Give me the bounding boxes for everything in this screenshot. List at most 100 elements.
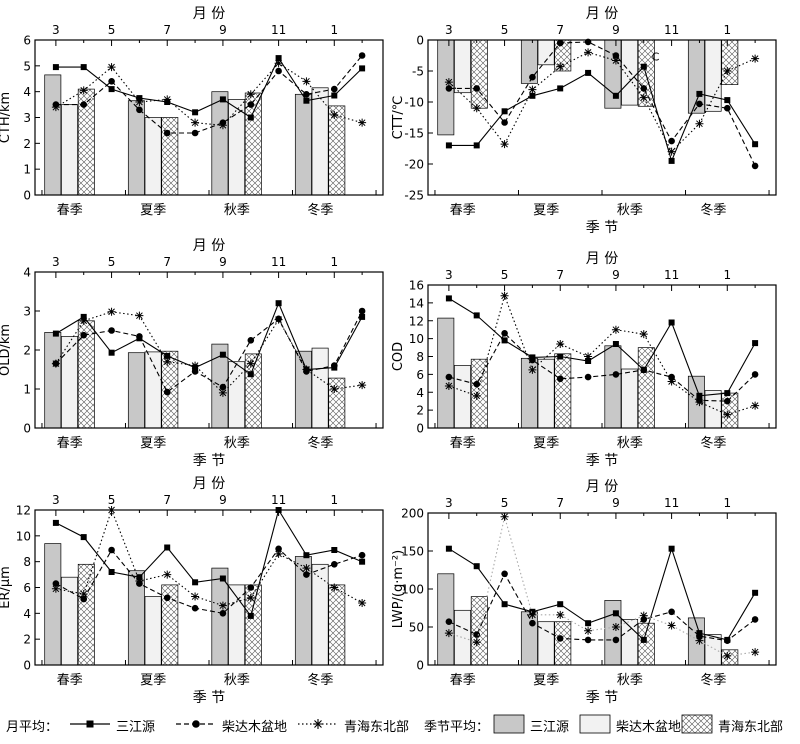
month-tick-label: 9: [612, 23, 620, 37]
point-sanjiangyuan: [752, 589, 759, 596]
y-axis-label: COD: [391, 342, 406, 371]
y-tick-label: -10: [404, 96, 424, 110]
bar-sanjiangyuan-夏季: [127, 100, 145, 196]
month-tick-label: 3: [52, 23, 60, 37]
legend: 月平均： 三江源 柴达木盆地 青海东北部 季节平均： 三江源 柴达木盆地 青海东…: [4, 712, 800, 738]
month-tick-label: 1: [723, 268, 731, 282]
y-tick-label: 12: [16, 504, 31, 518]
point-qaidam: [751, 371, 759, 378]
top-axis-label: 月 份: [586, 6, 618, 22]
point-qaidam: [80, 101, 87, 108]
point-qaidam: [331, 362, 338, 369]
legend-bar-label-sanjiangyuan: 三江源: [530, 720, 570, 735]
month-tick-label: 1: [723, 23, 731, 37]
y-tick-label: 6: [23, 34, 31, 48]
point-qaidam: [80, 595, 87, 603]
point-qaidam: [275, 67, 282, 75]
point-sanjiangyuan: [612, 92, 619, 99]
point-qinghai-ne: [584, 626, 593, 635]
point-qinghai-ne: [358, 118, 367, 127]
month-tick-label: 5: [108, 255, 116, 269]
bar-sanjiangyuan-夏季: [127, 352, 145, 429]
point-sanjiangyuan: [80, 534, 87, 541]
legend-monthly-label: 月平均：: [6, 720, 59, 735]
line-qinghai_ne: [448, 51, 756, 153]
point-sanjiangyuan: [585, 69, 592, 76]
point-sanjiangyuan: [219, 575, 226, 582]
point-qaidam: [247, 101, 255, 108]
point-qaidam: [529, 356, 536, 364]
line-qaidam: [448, 572, 756, 642]
bottom-axis-label: 季 节: [586, 220, 618, 236]
point-qaidam: [191, 368, 199, 375]
point-sanjiangyuan: [640, 63, 647, 70]
month-tick-label: 5: [501, 496, 509, 510]
point-qaidam: [751, 616, 759, 623]
bar-sanjiangyuan-夏季: [520, 357, 538, 429]
top-axis-label: 月 份: [586, 251, 618, 267]
y-tick-label: 4: [23, 85, 31, 99]
point-qinghai-ne: [444, 78, 453, 87]
point-qinghai-ne: [472, 391, 481, 400]
y-tick-label: -20: [404, 158, 424, 172]
point-qaidam: [529, 73, 536, 81]
bar-qinghai_ne-秋季: [637, 347, 655, 429]
point-sanjiangyuan: [275, 55, 282, 62]
season-label: 夏季: [140, 203, 166, 218]
bar-qaidam-春季: [454, 609, 471, 666]
season-label: 冬季: [307, 202, 333, 218]
point-qaidam: [473, 380, 481, 388]
line-qinghai_ne: [55, 508, 363, 607]
bar-sanjiangyuan-秋季: [604, 345, 622, 429]
bar-qaidam-秋季: [621, 39, 639, 106]
month-tick-label: 5: [501, 268, 509, 282]
point-sanjiangyuan: [501, 108, 508, 115]
legend-line-qinghai-ne: [298, 719, 338, 729]
legend-bar-qaidam: [579, 714, 611, 734]
point-qaidam: [331, 85, 338, 93]
point-qaidam: [696, 100, 703, 108]
legend-series-qaidam: 柴达木盆地: [222, 720, 288, 735]
point-qinghai-ne: [751, 648, 760, 657]
point-qinghai-ne: [246, 90, 255, 99]
point-sanjiangyuan: [529, 92, 536, 99]
y-tick-label: 12: [409, 314, 424, 328]
point-qinghai-ne: [500, 291, 509, 300]
point-sanjiangyuan: [501, 601, 508, 608]
point-qinghai-ne: [358, 599, 367, 607]
point-qinghai-ne: [556, 62, 565, 71]
bar-sanjiangyuan-春季: [437, 573, 455, 666]
point-qinghai-ne: [723, 651, 732, 660]
month-tick-label: 11: [271, 23, 286, 37]
y-tick-label: 150: [401, 545, 424, 559]
point-qinghai-ne: [163, 570, 172, 579]
season-label: 秋季: [617, 673, 643, 688]
point-sanjiangyuan: [668, 319, 675, 326]
y-tick-label: 4: [23, 607, 31, 621]
top-axis-label: 月 份: [193, 6, 225, 22]
point-qaidam: [108, 327, 115, 334]
point-qinghai-ne: [191, 592, 200, 601]
point-sanjiangyuan: [668, 157, 675, 164]
y-axis-label: LWP/(g·m⁻²): [391, 550, 406, 628]
point-qinghai-ne: [51, 359, 60, 368]
line-sanjiangyuan: [448, 546, 756, 641]
month-tick-label: 11: [664, 23, 679, 37]
point-sanjiangyuan: [501, 337, 508, 344]
point-sanjiangyuan: [164, 544, 171, 551]
point-qaidam: [358, 307, 366, 315]
bar-qaidam-冬季: [704, 390, 722, 429]
month-tick-label: 9: [612, 268, 620, 282]
point-sanjiangyuan: [108, 569, 115, 575]
y-tick-label: 3: [23, 111, 31, 125]
point-sanjiangyuan: [303, 552, 310, 559]
y-tick-label: -5: [412, 65, 424, 79]
y-tick-label: 5: [23, 59, 31, 73]
point-sanjiangyuan: [108, 349, 115, 356]
point-qaidam: [668, 608, 675, 616]
bar-qaidam-夏季: [144, 596, 162, 666]
chart-annotation: C: [652, 50, 660, 63]
point-qinghai-ne: [218, 388, 227, 397]
season-label: 秋季: [617, 436, 643, 451]
month-tick-label: 7: [556, 496, 564, 510]
